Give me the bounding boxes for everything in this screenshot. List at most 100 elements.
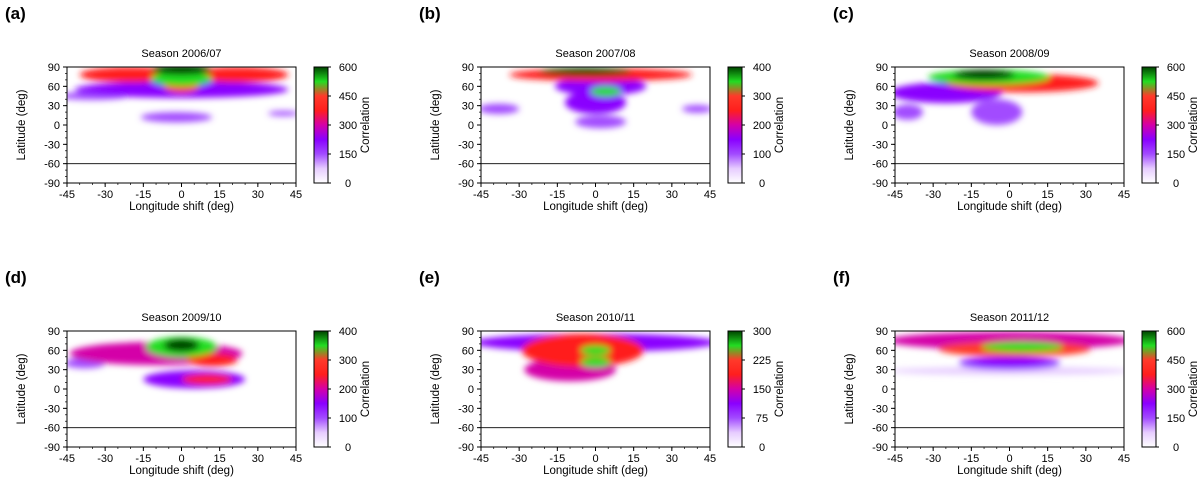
heatmap-cell — [575, 115, 627, 129]
y-tick-label: -90 — [872, 442, 888, 454]
chart-panel: (e) Season 2010/11 -45 -30 -15 0 15 30 45 Longitu… — [419, 268, 786, 477]
x-tick-label: -30 — [925, 453, 941, 465]
y-tick-label: -60 — [44, 423, 60, 435]
y-tick-label: -60 — [458, 423, 474, 435]
heatmap-layer — [895, 69, 1099, 126]
colorbar-tick-label: 150 — [1167, 413, 1185, 425]
x-tick-label: -15 — [549, 189, 565, 201]
colorbar-tick-label: 300 — [1167, 120, 1185, 132]
y-tick-label: 60 — [48, 345, 60, 357]
chart-title: Season 2011/12 — [970, 312, 1049, 324]
panel-letter: (f) — [833, 268, 850, 287]
x-tick-label: 15 — [214, 453, 226, 465]
colorbar-tick-label: 450 — [1167, 355, 1185, 367]
y-tick-label: -90 — [44, 442, 60, 454]
colorbar-label: Correlation — [1188, 97, 1200, 153]
x-axis-label: Longitude shift (deg) — [129, 201, 234, 213]
y-tick-label: 0 — [468, 384, 474, 396]
x-tick-label: 0 — [178, 189, 184, 201]
colorbar-label: Correlation — [774, 97, 786, 153]
y-tick-label: -60 — [872, 423, 888, 435]
colorbar-tick-label: 300 — [1167, 384, 1185, 396]
chart-panel: (f) Season 2011/12 -45 -30 -15 0 15 30 45 Longitu… — [833, 268, 1200, 477]
x-tick-label: -15 — [963, 453, 979, 465]
y-tick-label: -30 — [872, 139, 888, 151]
x-tick-label: 0 — [592, 453, 598, 465]
heatmap-cell — [186, 67, 289, 83]
y-tick-label: -30 — [44, 403, 60, 415]
chart-title: Season 2008/09 — [969, 48, 1049, 60]
x-tick-label: 30 — [666, 453, 678, 465]
x-tick-label: -15 — [963, 189, 979, 201]
colorbar-tick-label: 450 — [1167, 91, 1185, 103]
heatmap-cell — [554, 77, 647, 96]
y-tick-label: 90 — [876, 326, 888, 338]
colorbar-label: Correlation — [360, 361, 372, 417]
y-tick-label: 0 — [882, 120, 888, 132]
colorbar-tick-label: 225 — [753, 355, 771, 367]
colorbar — [314, 67, 328, 183]
y-axis-label: Latitude (deg) — [16, 89, 28, 160]
x-tick-label: -45 — [887, 453, 903, 465]
y-tick-label: -60 — [44, 159, 60, 171]
x-tick-label: -30 — [97, 189, 113, 201]
y-tick-label: 60 — [462, 81, 474, 93]
y-tick-label: 0 — [882, 384, 888, 396]
heatmap-cell — [953, 69, 1015, 80]
colorbar-tick-label: 0 — [759, 442, 765, 454]
heatmap-layer — [895, 331, 1124, 375]
colorbar-tick-label: 0 — [759, 178, 765, 190]
y-tick-label: 0 — [54, 384, 60, 396]
y-tick-label: 60 — [876, 81, 888, 93]
panel-letter: (e) — [419, 268, 440, 287]
y-tick-label: 60 — [876, 345, 888, 357]
x-tick-label: -45 — [473, 453, 489, 465]
colorbar-label: Correlation — [360, 97, 372, 153]
chart-title: Season 2007/08 — [555, 48, 635, 60]
x-tick-label: 45 — [1118, 453, 1130, 465]
colorbar-tick-label: 150 — [1167, 149, 1185, 161]
heatmap-cell — [539, 67, 632, 76]
heatmap-cell — [580, 356, 611, 368]
colorbar-tick-label: 400 — [753, 62, 771, 74]
heatmap-cell — [580, 345, 611, 356]
heatmap-cell — [958, 356, 1061, 370]
x-tick-label: 30 — [1080, 189, 1092, 201]
y-tick-label: -90 — [872, 178, 888, 190]
x-tick-label: 45 — [704, 189, 716, 201]
x-tick-label: 15 — [628, 453, 640, 465]
x-tick-label: 45 — [290, 453, 302, 465]
colorbar-label: Correlation — [1188, 361, 1200, 417]
colorbar-tick-label: 0 — [345, 178, 351, 190]
colorbar-tick-label: 300 — [753, 326, 771, 338]
colorbar-tick-label: 0 — [1173, 178, 1179, 190]
heatmap-cell — [895, 104, 923, 120]
x-tick-label: 15 — [1042, 189, 1054, 201]
heatmap-cell — [981, 341, 1063, 353]
x-tick-label: 45 — [290, 189, 302, 201]
chart-title: Season 2009/10 — [141, 312, 221, 324]
y-tick-label: -30 — [44, 139, 60, 151]
y-tick-label: 90 — [876, 62, 888, 74]
x-tick-label: -45 — [887, 189, 903, 201]
heatmap-cell — [150, 70, 213, 87]
heatmap-cell — [590, 86, 621, 97]
y-tick-label: 60 — [462, 345, 474, 357]
x-tick-label: 15 — [628, 189, 640, 201]
x-axis-label: Longitude shift (deg) — [957, 465, 1062, 477]
x-tick-label: -30 — [511, 453, 527, 465]
colorbar-tick-label: 75 — [756, 413, 768, 425]
colorbar — [728, 331, 742, 447]
x-tick-label: 15 — [214, 189, 226, 201]
colorbar-tick-label: 600 — [1167, 326, 1185, 338]
y-tick-label: 30 — [876, 365, 888, 377]
y-tick-label: 90 — [48, 326, 60, 338]
panel-letter: (d) — [5, 268, 27, 287]
colorbar-tick-label: 600 — [1167, 62, 1185, 74]
colorbar-label: Correlation — [774, 361, 786, 417]
colorbar — [1142, 67, 1156, 183]
y-tick-label: -90 — [44, 178, 60, 190]
y-axis-label: Latitude (deg) — [16, 353, 28, 424]
heatmap-cell — [564, 90, 627, 115]
